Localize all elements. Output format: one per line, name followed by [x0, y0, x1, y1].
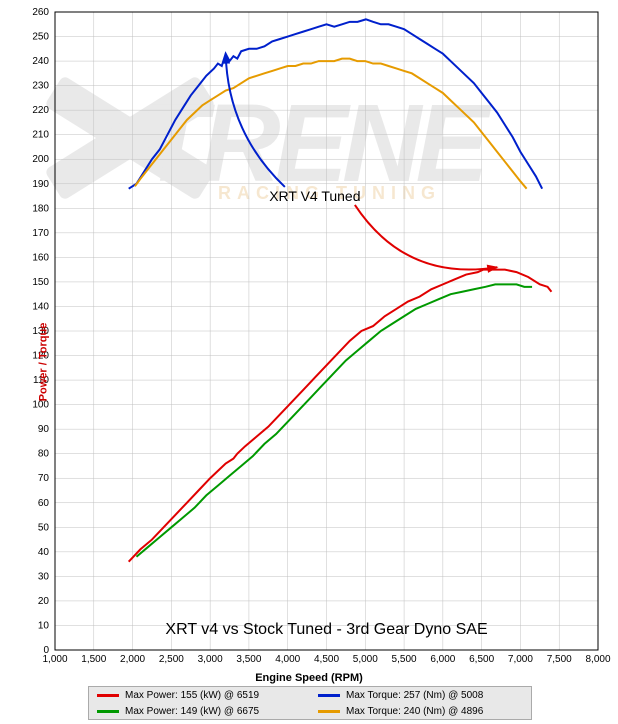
legend-item: Max Torque: 257 (Nm) @ 5008 [310, 690, 531, 701]
svg-text:30: 30 [38, 571, 50, 582]
svg-text:2,000: 2,000 [120, 654, 145, 665]
legend-text: Max Torque: 240 (Nm) @ 4896 [346, 706, 483, 717]
svg-text:150: 150 [32, 277, 49, 288]
svg-text:260: 260 [32, 7, 49, 18]
svg-text:90: 90 [38, 424, 50, 435]
svg-text:50: 50 [38, 522, 50, 533]
svg-text:7,000: 7,000 [508, 654, 533, 665]
svg-text:5,000: 5,000 [353, 654, 378, 665]
svg-text:3,500: 3,500 [236, 654, 261, 665]
legend-swatch [97, 694, 119, 697]
svg-text:2,500: 2,500 [159, 654, 184, 665]
svg-text:3,000: 3,000 [198, 654, 223, 665]
legend-text: Max Torque: 257 (Nm) @ 5008 [346, 690, 483, 701]
svg-text:10: 10 [38, 620, 50, 631]
svg-text:XRT V4 Tuned: XRT V4 Tuned [269, 188, 360, 204]
legend: Max Power: 155 (kW) @ 6519 Max Torque: 2… [88, 686, 532, 720]
legend-swatch [97, 710, 119, 713]
svg-text:240: 240 [32, 56, 49, 67]
legend-text: Max Power: 149 (kW) @ 6675 [125, 706, 259, 717]
svg-text:160: 160 [32, 252, 49, 263]
svg-text:4,500: 4,500 [314, 654, 339, 665]
svg-text:60: 60 [38, 498, 50, 509]
legend-item: Max Power: 155 (kW) @ 6519 [89, 690, 310, 701]
svg-text:7,500: 7,500 [547, 654, 572, 665]
svg-text:140: 140 [32, 301, 49, 312]
svg-text:0: 0 [43, 645, 49, 656]
svg-text:250: 250 [32, 32, 49, 43]
legend-swatch [318, 710, 340, 713]
svg-text:170: 170 [32, 228, 49, 239]
svg-text:70: 70 [38, 473, 50, 484]
legend-item: Max Torque: 240 (Nm) @ 4896 [310, 706, 531, 717]
svg-text:40: 40 [38, 547, 50, 558]
legend-item: Max Power: 149 (kW) @ 6675 [89, 706, 310, 717]
svg-text:20: 20 [38, 596, 50, 607]
y-axis-label: Power / Torque [37, 323, 49, 402]
svg-text:230: 230 [32, 81, 49, 92]
dyno-chart: 1,0001,5002,0002,5003,0003,5004,0004,500… [0, 0, 618, 724]
svg-text:220: 220 [32, 105, 49, 116]
svg-text:5,500: 5,500 [392, 654, 417, 665]
x-axis-label: Engine Speed (RPM) [255, 672, 363, 684]
svg-text:4,000: 4,000 [275, 654, 300, 665]
svg-text:180: 180 [32, 203, 49, 214]
svg-text:6,000: 6,000 [430, 654, 455, 665]
svg-text:8,000: 8,000 [585, 654, 610, 665]
svg-text:6,500: 6,500 [469, 654, 494, 665]
svg-text:80: 80 [38, 449, 50, 460]
svg-text:210: 210 [32, 130, 49, 141]
svg-text:XRT v4 vs Stock Tuned - 3rd Ge: XRT v4 vs Stock Tuned - 3rd Gear Dyno SA… [165, 621, 487, 638]
svg-text:200: 200 [32, 154, 49, 165]
svg-text:1,500: 1,500 [81, 654, 106, 665]
legend-swatch [318, 694, 340, 697]
legend-text: Max Power: 155 (kW) @ 6519 [125, 690, 259, 701]
svg-text:190: 190 [32, 179, 49, 190]
